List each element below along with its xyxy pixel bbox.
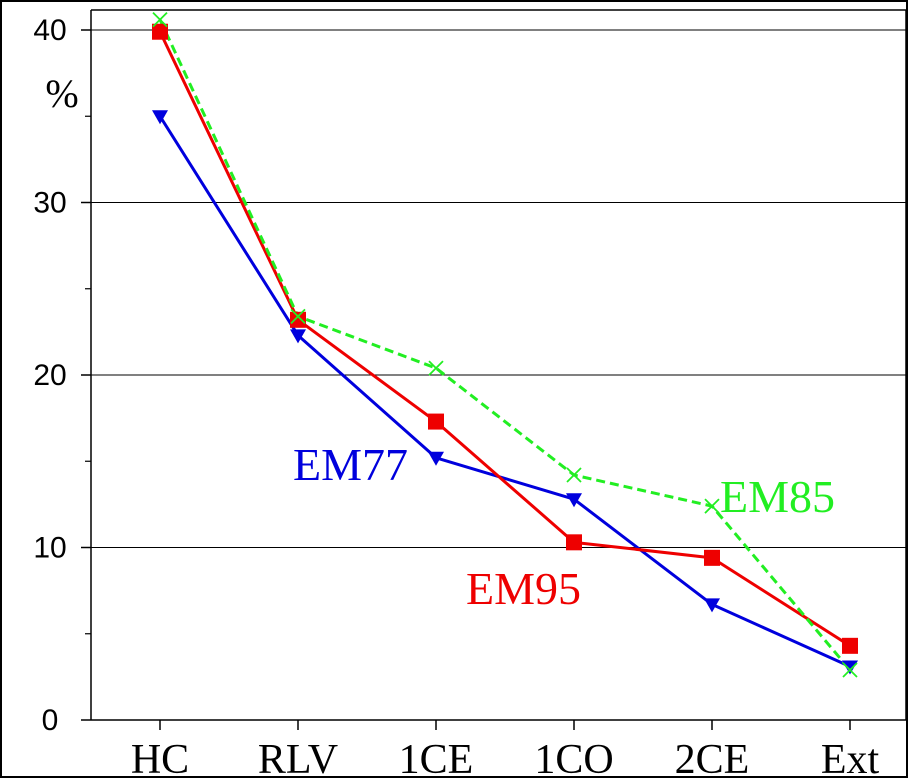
marker-EM85-1CE	[428, 360, 444, 376]
x-tick-label-1CE: 1CE	[399, 737, 474, 778]
marker-EM85-1CO	[566, 467, 582, 483]
marker-EM85-2CE-b	[704, 498, 720, 514]
marker-EM95-1CE	[428, 413, 444, 430]
marker-EM77-HC	[152, 110, 168, 125]
series-label-EM77: EM77	[293, 439, 408, 490]
x-tick-label-2CE: 2CE	[675, 737, 750, 778]
marker-EM85-RLV-b	[290, 308, 306, 324]
x-tick-label-RLV: RLV	[258, 737, 338, 778]
marker-EM85-HC-b	[152, 12, 168, 28]
y-tick-label-40: 40	[33, 14, 66, 47]
y-tick-label-0: 0	[42, 704, 59, 737]
marker-EM95-1CO	[566, 534, 582, 551]
marker-EM85-RLV	[290, 308, 306, 324]
marker-EM85-Ext-b	[842, 662, 858, 678]
marker-EM77-Ext	[842, 660, 858, 675]
marker-EM85-1CE-b	[428, 360, 444, 376]
series-line-EM95	[158, 31, 851, 648]
gridlines	[91, 29, 907, 548]
series-line-EM85	[158, 19, 852, 671]
marker-EM77-RLV	[290, 329, 306, 344]
marker-EM95-Ext	[842, 637, 858, 654]
y-axis-label: %	[45, 71, 78, 116]
y-tick-label-30: 30	[33, 187, 66, 220]
series-label-EM85: EM85	[720, 471, 835, 522]
series-lines	[158, 19, 852, 671]
x-tick-label-Ext: Ext	[821, 737, 880, 778]
series-markers	[152, 12, 858, 678]
marker-EM95-HC	[152, 23, 168, 40]
marker-EM95-2CE	[704, 549, 720, 566]
series-label-EM95: EM95	[466, 563, 581, 614]
x-tick-label-HC: HC	[131, 737, 189, 778]
y-tick-label-10: 10	[33, 532, 66, 565]
marker-EM85-2CE	[704, 498, 720, 514]
marker-EM95-RLV	[290, 311, 306, 328]
labels: 0 10 20 30 40% HC RLV 1CE 1CO 2CE Ext EM77 EM95 EM85	[33, 14, 879, 778]
series-line-EM77	[158, 115, 851, 668]
x-tick-label-1CO: 1CO	[534, 737, 613, 778]
y-tick-label-20: 20	[33, 359, 66, 392]
marker-EM77-1CE	[428, 451, 444, 466]
marker-EM85-1CO-b	[566, 467, 582, 483]
marker-EM77-1CO	[566, 493, 582, 508]
marker-EM85-Ext	[842, 662, 858, 678]
marker-EM85-HC	[152, 12, 168, 28]
marker-EM77-2CE	[704, 598, 720, 613]
